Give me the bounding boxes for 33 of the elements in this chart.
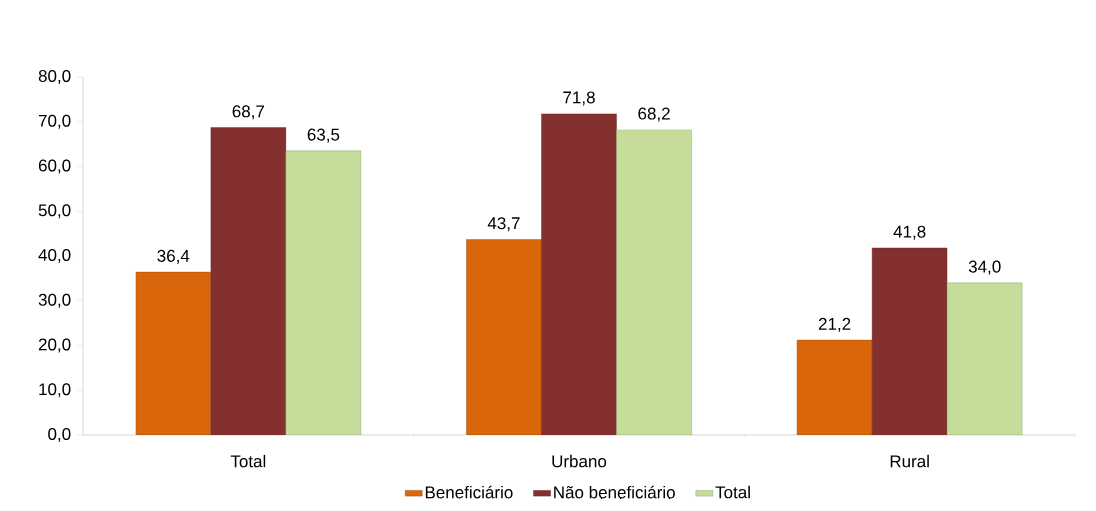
bar bbox=[285, 150, 362, 435]
bar bbox=[135, 271, 212, 435]
y-tick-label: 0,0 bbox=[48, 427, 71, 443]
bar bbox=[796, 339, 873, 435]
bar bbox=[616, 129, 692, 435]
x-tick-label: Urbano bbox=[552, 454, 607, 468]
legend-label: Total bbox=[715, 485, 750, 499]
y-tick-label: 80,0 bbox=[38, 69, 71, 85]
y-tick-label: 50,0 bbox=[38, 204, 71, 219]
y-tick-label: 60,0 bbox=[38, 159, 71, 174]
data-label: 63,5 bbox=[307, 128, 340, 143]
bar bbox=[541, 113, 617, 435]
x-tick-label: Rural bbox=[890, 454, 929, 468]
data-label: 34,0 bbox=[968, 260, 1001, 275]
data-label: 68,7 bbox=[232, 105, 265, 120]
bar bbox=[466, 239, 542, 435]
y-tick-label: 40,0 bbox=[38, 248, 71, 264]
legend-label: Não beneficiário bbox=[554, 485, 675, 499]
legend-label: Beneficiário bbox=[425, 485, 513, 499]
data-label: 71,8 bbox=[563, 91, 595, 106]
x-tick-label: Total bbox=[230, 454, 266, 468]
bar bbox=[871, 247, 948, 435]
data-label: 68,2 bbox=[638, 107, 670, 122]
y-tick-label: 20,0 bbox=[38, 338, 71, 353]
data-label: 21,2 bbox=[818, 317, 851, 332]
data-label: 36,4 bbox=[157, 249, 190, 264]
data-label: 43,7 bbox=[487, 217, 520, 232]
data-label: 41,8 bbox=[893, 225, 926, 240]
bar bbox=[946, 282, 1023, 435]
y-tick-label: 30,0 bbox=[38, 293, 71, 308]
y-tick-label: 10,0 bbox=[39, 383, 71, 398]
bar bbox=[210, 127, 287, 435]
y-tick-label: 70,0 bbox=[38, 114, 71, 129]
